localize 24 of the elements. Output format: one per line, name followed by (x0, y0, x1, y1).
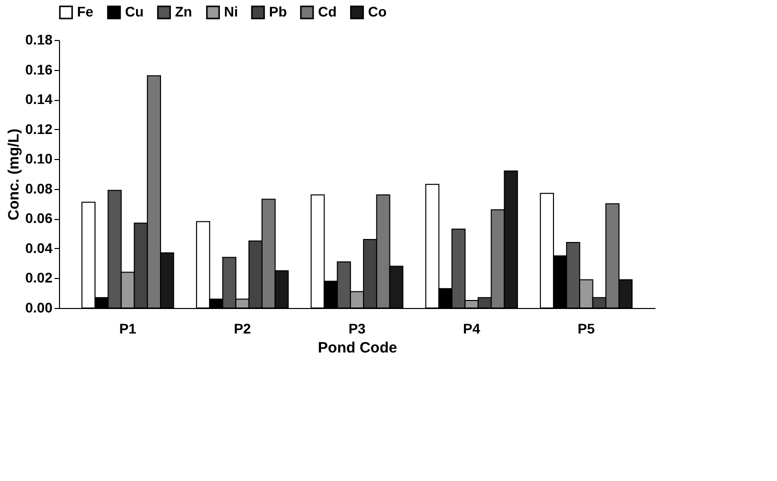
legend-label: Cu (125, 3, 144, 20)
x-tick-label: P1 (119, 320, 137, 336)
legend-label: Fe (77, 3, 94, 20)
y-tick-label: 0.18 (25, 32, 53, 48)
legend-label: Ni (224, 3, 238, 20)
x-tick-label: P4 (463, 320, 480, 336)
y-tick-label: 0.04 (25, 240, 53, 256)
y-tick-label: 0.08 (25, 180, 53, 196)
y-tick-label: 0.00 (25, 300, 53, 316)
x-tick-label: P3 (348, 320, 366, 336)
y-tick-label: 0.16 (25, 61, 53, 78)
legend-label: Pb (269, 3, 287, 20)
y-tick-label: 0.14 (25, 91, 53, 108)
legend-label: Cd (318, 3, 337, 20)
y-tick-label: 0.06 (25, 210, 53, 226)
x-tick-label: P5 (578, 320, 596, 336)
y-tick-label: 0.10 (25, 150, 53, 167)
y-axis-title: Conc. (mg/L) (5, 128, 22, 220)
legend-label: Zn (175, 3, 192, 20)
y-tick-label: 0.12 (25, 120, 53, 137)
y-tick-label: 0.02 (25, 270, 53, 286)
legend-label: Co (368, 3, 387, 20)
x-axis-title: Pond Code (318, 340, 398, 356)
x-tick-label: P2 (234, 320, 252, 336)
